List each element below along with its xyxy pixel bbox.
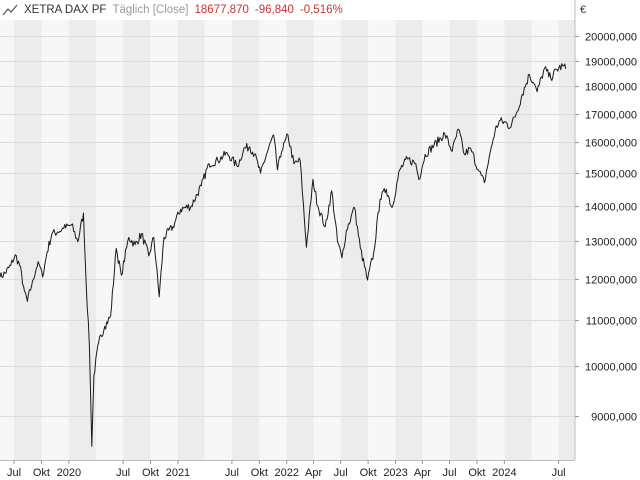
x-tick-label: Jul — [442, 467, 456, 479]
chart-background-bands — [0, 0, 576, 461]
y-tick-label: 13000,000 — [585, 237, 637, 249]
quarter-band — [177, 20, 205, 460]
price-change-percent: -0,516% — [299, 4, 343, 16]
y-tick-label: 17000,000 — [585, 110, 637, 122]
y-axis: 9000,000 10000,000 11000,000 12000,000 13000… — [575, 32, 637, 424]
x-tick-label: Jul — [7, 467, 21, 479]
chart-grid — [0, 36, 575, 417]
quarter-band — [313, 20, 341, 460]
quarter-band — [95, 20, 124, 460]
y-tick-label: 18000,000 — [585, 82, 637, 94]
quarter-band — [368, 20, 396, 460]
x-tick-label: Jul — [116, 467, 130, 479]
quarter-band — [422, 20, 450, 460]
y-tick-label: 9000,000 — [591, 412, 637, 424]
x-tick-label: 2022 — [275, 467, 299, 479]
quarter-band — [231, 20, 260, 460]
y-tick-label: 20000,000 — [585, 32, 637, 44]
x-tick-label: Jul — [334, 467, 348, 479]
x-tick-label: Okt — [468, 467, 485, 479]
quarter-band — [68, 20, 96, 460]
currency-label: € — [580, 4, 587, 16]
y-tick-label: 16000,000 — [585, 138, 637, 150]
y-tick-label: 12000,000 — [585, 275, 637, 287]
x-tick-label: 2020 — [57, 467, 81, 479]
quarter-band — [531, 20, 559, 460]
quarter-band — [14, 20, 42, 460]
quarter-band — [286, 20, 314, 460]
y-tick-label: 19000,000 — [585, 57, 637, 69]
y-tick-label: 15000,000 — [585, 169, 637, 181]
quarter-band — [395, 20, 423, 460]
x-tick-label: 2023 — [383, 467, 407, 479]
last-price: 18677,870 — [194, 4, 249, 16]
quarter-band — [41, 20, 69, 460]
y-tick-label: 11000,000 — [586, 316, 637, 328]
x-axis: Jul Okt 2020 Jul Okt 2021 Jul Okt 2022 Apr Jul Okt 2… — [7, 460, 566, 479]
x-tick-label: Jul — [225, 467, 239, 479]
x-tick-label: 2024 — [492, 467, 516, 479]
quarter-band — [449, 20, 477, 460]
y-tick-label: 14000,000 — [585, 202, 637, 214]
ticker-label: XETRA DAX PF — [24, 4, 107, 16]
quarter-band — [558, 20, 575, 460]
quarter-band — [504, 20, 532, 460]
y-tick-label: 10000,000 — [585, 362, 637, 374]
x-tick-label: Jul — [552, 467, 566, 479]
chart-legend: XETRA DAX PF Täglich [Close] 18677,870 -… — [2, 2, 343, 18]
series-layer — [0, 63, 567, 447]
series-line — [0, 63, 567, 447]
x-tick-label: Okt — [251, 467, 268, 479]
quarter-band — [476, 20, 505, 460]
x-tick-label: Okt — [360, 467, 377, 479]
line-chart-icon — [2, 4, 18, 16]
quarter-band — [259, 20, 287, 460]
x-tick-label: Apr — [414, 467, 431, 479]
quarter-band — [204, 20, 232, 460]
x-tick-label: 2021 — [166, 467, 190, 479]
x-tick-label: Okt — [33, 467, 50, 479]
quarter-band — [0, 20, 15, 460]
price-change: -96,840 — [254, 4, 294, 16]
x-tick-label: Okt — [142, 467, 159, 479]
interval-label: Täglich [Close] — [112, 4, 189, 16]
quarter-band — [150, 20, 178, 460]
x-tick-label: Apr — [305, 467, 322, 479]
